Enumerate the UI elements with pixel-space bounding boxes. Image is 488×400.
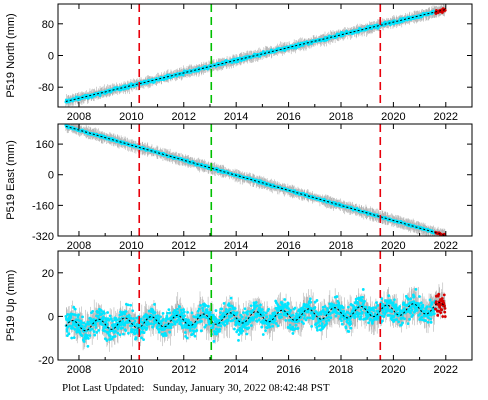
x-tick-label: 2018	[329, 240, 353, 252]
x-tick-label: 2016	[276, 111, 300, 123]
x-tick-label: 2018	[329, 111, 353, 123]
model-fit-line	[65, 125, 446, 236]
y-tick-label: 160	[36, 139, 54, 151]
y-tick-label: 0	[48, 51, 54, 63]
y-tick-label: -320	[32, 231, 54, 243]
x-tick-label: 2020	[381, 240, 405, 252]
x-tick-label: 2014	[224, 111, 248, 123]
model-fit-line	[65, 9, 446, 102]
y-axis-label: P519 East (mm)	[5, 140, 17, 219]
x-tick-label: 2012	[172, 240, 196, 252]
x-tick-label: 2010	[119, 240, 143, 252]
y-axis-label: P519 North (mm)	[5, 13, 17, 97]
panel-1: 2008 2010 2012 2014 2016 2018 2020 2022 -80 0 80 P5…	[5, 3, 473, 123]
data-point	[294, 46, 298, 50]
x-tick-label: 2008	[67, 111, 91, 123]
y-tick-label: 0	[48, 170, 54, 182]
panel-2: 2008 2010 2012 2014 2016 2018 2020 2022 -320 -160…	[5, 123, 473, 252]
x-tick-label: 2014	[224, 240, 248, 252]
data-point	[389, 23, 392, 27]
data-layer	[64, 4, 447, 107]
x-tick-label: 2012	[172, 111, 196, 123]
data-point	[98, 94, 102, 98]
y-tick-label: -80	[38, 82, 54, 94]
panel-3: 2008 2010 2012 2014 2016 2018 2020 2022-20020P5…	[5, 250, 473, 376]
x-tick-label: 2008	[67, 240, 91, 252]
x-tick-label: 2020	[381, 111, 405, 123]
data-layer	[64, 124, 447, 236]
data-layer	[64, 282, 447, 352]
x-tick-label: 2016	[276, 240, 300, 252]
y-tick-label: -160	[32, 200, 54, 212]
panel-frame	[57, 123, 473, 237]
x-tick-label: 2022	[434, 240, 458, 252]
y-tick-label: 80	[42, 19, 54, 31]
x-tick-label: 2022	[434, 111, 458, 123]
x-tick-label: 2010	[119, 111, 143, 123]
